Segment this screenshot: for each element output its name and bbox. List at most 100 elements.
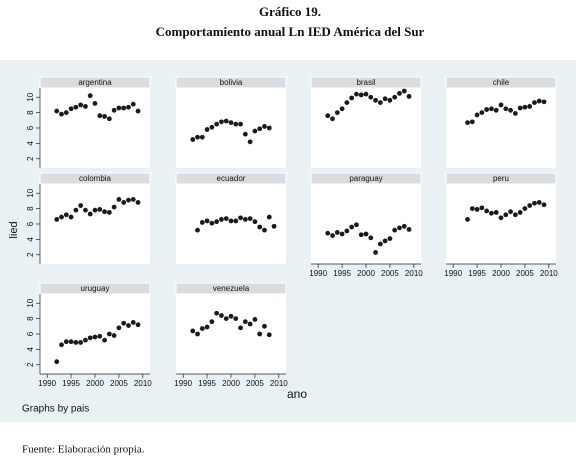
point — [121, 200, 127, 205]
y-tick-label: 10 — [26, 298, 35, 307]
x-tick-label: 2000 — [357, 269, 375, 278]
point — [214, 121, 220, 127]
point — [68, 106, 74, 112]
plot-area — [40, 88, 150, 168]
point — [493, 107, 499, 113]
panel-title: paraguay — [349, 174, 382, 183]
panel-title: bolivia — [220, 78, 243, 87]
point — [392, 94, 398, 100]
point — [223, 118, 229, 124]
point — [401, 88, 407, 94]
y-tick-label: 8 — [26, 316, 35, 321]
point — [469, 119, 475, 125]
point — [97, 333, 103, 339]
point — [73, 104, 79, 110]
point — [257, 224, 263, 230]
point — [59, 342, 64, 348]
point — [59, 214, 64, 220]
x-tick-label: 1995 — [62, 379, 80, 388]
point — [228, 313, 234, 319]
point — [247, 321, 253, 327]
point — [102, 114, 107, 119]
point — [382, 96, 388, 102]
point — [204, 218, 210, 224]
x-tick-label: 2010 — [405, 269, 423, 278]
point — [532, 100, 537, 106]
point — [102, 337, 107, 343]
point — [541, 202, 547, 208]
point — [242, 319, 248, 325]
point — [87, 211, 93, 217]
point — [126, 197, 131, 203]
point — [517, 105, 523, 111]
point — [195, 134, 200, 140]
point — [247, 139, 253, 145]
x-tick-label: 2010 — [270, 379, 288, 388]
point — [349, 224, 355, 230]
point — [87, 93, 93, 99]
x-tick-label: 1995 — [333, 269, 351, 278]
point — [54, 108, 60, 114]
point — [474, 112, 480, 118]
x-tick-label: 2005 — [516, 269, 534, 278]
point — [325, 230, 331, 236]
point — [262, 227, 267, 233]
point — [469, 206, 475, 212]
point — [363, 91, 369, 97]
point — [344, 100, 350, 106]
point — [512, 212, 518, 218]
point — [479, 110, 485, 116]
point — [130, 101, 136, 107]
point — [406, 226, 412, 232]
point — [373, 250, 378, 255]
point — [238, 121, 243, 127]
point — [508, 209, 513, 215]
source: Fuente: Elaboración propia. — [22, 444, 145, 456]
point — [368, 235, 374, 241]
point — [238, 325, 243, 331]
x-tick-label: 2005 — [110, 379, 128, 388]
point — [209, 319, 215, 325]
point — [223, 216, 229, 222]
panel-title: venezuela — [213, 284, 250, 293]
point — [106, 210, 112, 215]
point — [339, 106, 345, 112]
point — [63, 212, 69, 218]
title: Gráfico 19. — [259, 4, 321, 19]
point — [397, 90, 402, 96]
point — [73, 340, 79, 345]
point — [527, 203, 533, 208]
point — [68, 339, 74, 345]
point — [401, 223, 407, 229]
point — [368, 94, 374, 100]
point — [199, 134, 205, 140]
point — [92, 207, 98, 213]
point — [106, 331, 112, 337]
point — [83, 104, 88, 109]
point — [219, 119, 224, 125]
point — [474, 206, 480, 212]
point — [126, 323, 131, 328]
point — [209, 124, 215, 130]
point — [262, 323, 267, 329]
y-tick-label: 10 — [26, 92, 35, 101]
y-tick-label: 6 — [26, 221, 35, 226]
point — [59, 111, 64, 117]
point — [536, 200, 542, 205]
point — [130, 320, 136, 325]
point — [63, 110, 69, 116]
point — [527, 104, 533, 109]
point — [465, 216, 470, 222]
point — [233, 121, 239, 127]
point — [334, 110, 340, 116]
point — [493, 210, 499, 215]
point — [489, 106, 494, 112]
point — [349, 95, 355, 101]
y-tick-label: 2 — [26, 362, 35, 367]
point — [195, 331, 200, 337]
panel-title: peru — [493, 174, 509, 183]
point — [266, 332, 272, 338]
point — [78, 340, 84, 345]
point — [219, 313, 224, 318]
